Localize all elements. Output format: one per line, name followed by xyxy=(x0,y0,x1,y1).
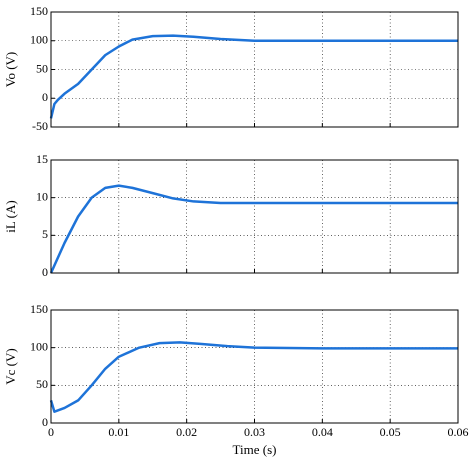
plot-frame xyxy=(50,159,459,274)
y-tick-label: 100 xyxy=(30,339,48,353)
plot-frame xyxy=(50,309,459,424)
y-tick-label: 150 xyxy=(30,302,48,316)
x-tick-label: 0.05 xyxy=(380,425,401,439)
y-tick-label: 100 xyxy=(30,33,48,47)
y-tick-label: -50 xyxy=(32,119,48,133)
x-tick-label: 0.03 xyxy=(244,425,265,439)
y-tick-label: 10 xyxy=(36,189,48,203)
x-tick-label: 0.01 xyxy=(108,425,129,439)
x-axis-label: Time (s) xyxy=(233,442,277,457)
y-axis-label: iL (A) xyxy=(3,200,18,232)
y-tick-label: 150 xyxy=(30,4,48,18)
y-tick-label: 15 xyxy=(36,152,48,166)
x-tick-label: 0.06 xyxy=(448,425,469,439)
y-axis-label: Vc (V) xyxy=(3,348,18,384)
y-tick-label: 5 xyxy=(42,227,48,241)
y-tick-label: 0 xyxy=(42,415,48,429)
x-tick-label: 0.04 xyxy=(312,425,333,439)
data-line xyxy=(49,184,458,274)
y-tick-label: 0 xyxy=(42,90,48,104)
plot-frame xyxy=(50,11,459,128)
y-tick-label: 50 xyxy=(36,377,48,391)
y-tick-label: 50 xyxy=(36,61,48,75)
data-line xyxy=(49,34,458,119)
y-axis-label: Vo (V) xyxy=(3,52,18,88)
data-line xyxy=(49,341,458,413)
x-tick-label: 0 xyxy=(48,425,54,439)
x-tick-label: 0.02 xyxy=(176,425,197,439)
y-tick-label: 0 xyxy=(42,265,48,279)
